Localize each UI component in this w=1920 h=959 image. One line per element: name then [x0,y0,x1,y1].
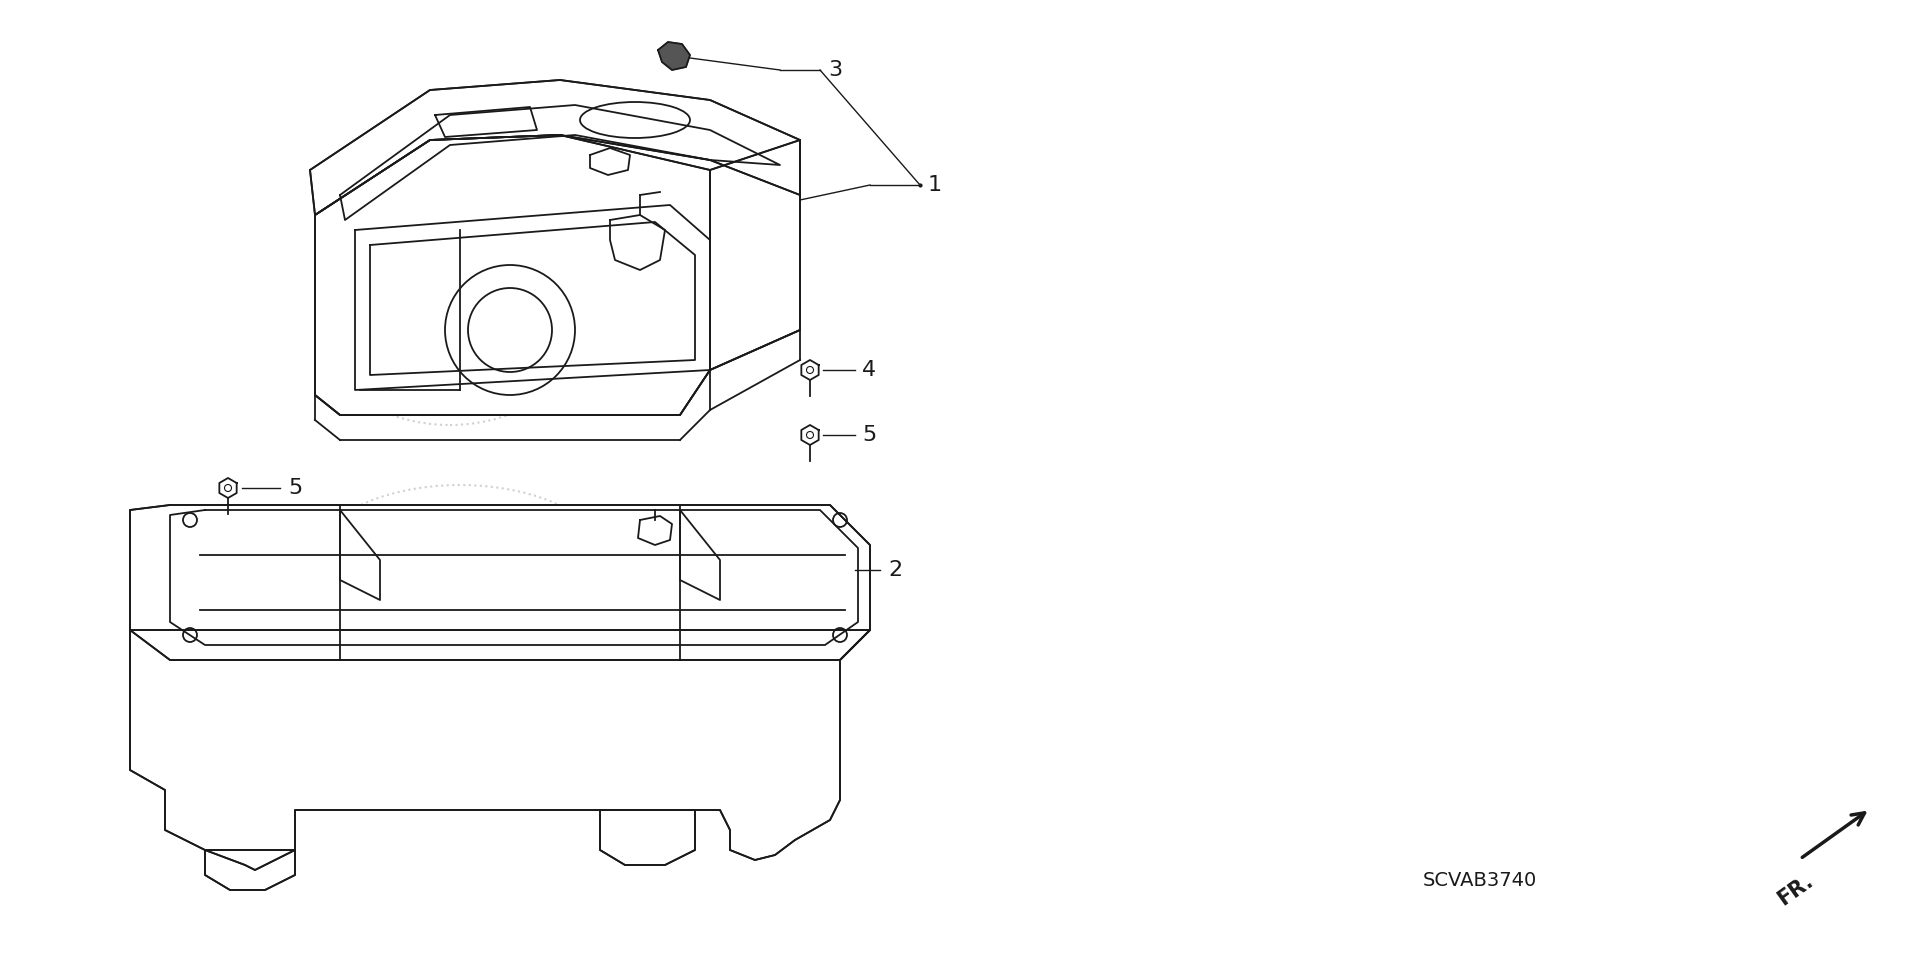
Text: 5: 5 [862,425,876,445]
Polygon shape [599,810,695,865]
Circle shape [806,366,814,373]
Circle shape [806,432,814,438]
Polygon shape [131,630,870,870]
Polygon shape [315,135,710,415]
Text: 1: 1 [927,175,943,195]
Text: FR.: FR. [1774,871,1816,910]
Polygon shape [710,140,801,370]
Text: 4: 4 [862,360,876,380]
Polygon shape [131,505,870,660]
Text: 2: 2 [887,560,902,580]
Text: SCVAB3740: SCVAB3740 [1423,871,1538,890]
Polygon shape [309,80,801,215]
Polygon shape [219,478,236,498]
Polygon shape [801,425,818,445]
Polygon shape [205,850,296,890]
Polygon shape [801,360,818,380]
Text: 3: 3 [828,60,843,80]
Polygon shape [659,42,689,70]
Text: 5: 5 [288,478,301,498]
Circle shape [225,484,232,492]
